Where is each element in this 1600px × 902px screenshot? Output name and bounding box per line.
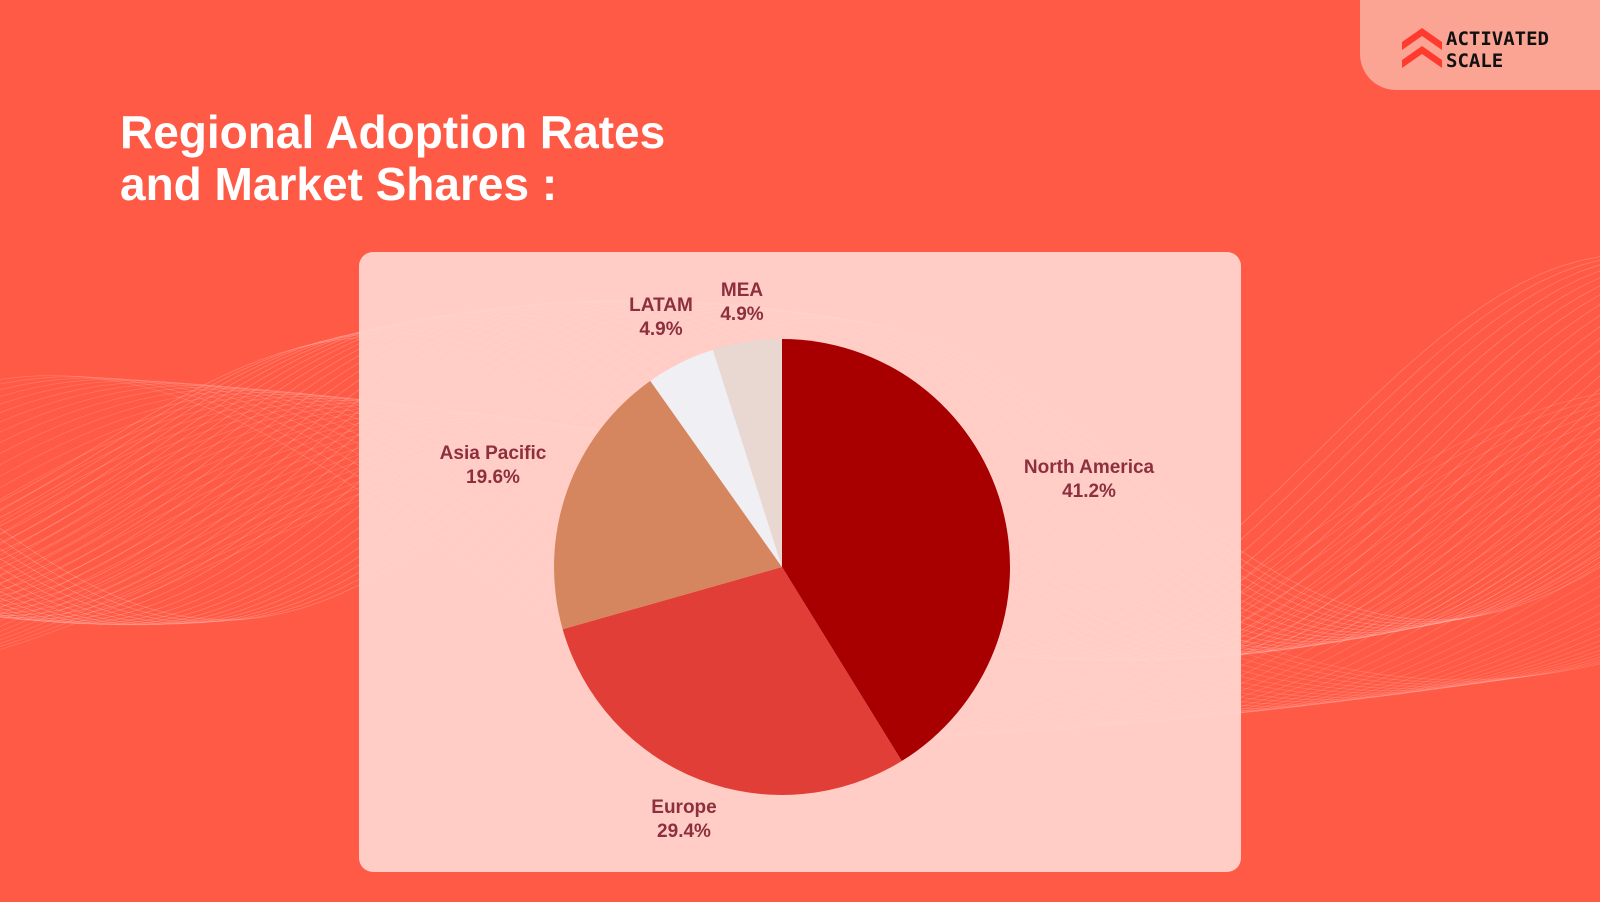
pie-slice-mea	[712, 339, 782, 567]
logo-wordmark: ACTIVATED SCALE	[1446, 28, 1549, 72]
slice-label-name: LATAM	[629, 295, 693, 316]
slice-label-value: 29.4%	[657, 821, 711, 842]
slice-label-name: North America	[1023, 457, 1155, 478]
logo-line-1: ACTIVATED	[1446, 28, 1549, 50]
title-line-1: Regional Adoption Rates	[120, 106, 666, 158]
slice-label-name: MEA	[720, 280, 764, 301]
data-label: Asia Pacific 19.6%	[440, 442, 547, 490]
data-label: MEA 4.9%	[720, 279, 763, 327]
pie-slice-asia-pacific	[554, 380, 782, 630]
slice-label-value: 4.9%	[639, 319, 683, 340]
slice-label-value: 41.2%	[1062, 481, 1116, 502]
page-title: Regional Adoption Rates and Market Share…	[120, 106, 665, 210]
title-line-2: and Market Shares :	[120, 158, 558, 210]
pie-slice-europe	[562, 567, 902, 796]
slice-label-name: Asia Pacific	[439, 443, 547, 464]
logo: ACTIVATED SCALE	[1360, 0, 1600, 90]
chart-card: North America 41.2% Europe 29.4% Asia Pacifi…	[359, 252, 1241, 872]
slice-label-value: 4.9%	[720, 304, 764, 325]
data-label: Europe 29.4%	[651, 796, 716, 844]
pie-slice-north-america	[782, 339, 1011, 762]
slice-label-name: Europe	[651, 797, 717, 818]
activated-scale-chevron-icon	[1402, 28, 1442, 68]
data-label: North America 41.2%	[1024, 456, 1154, 504]
slice-label-value: 19.6%	[466, 467, 520, 488]
pie-slice-latam	[650, 349, 782, 567]
logo-line-2: SCALE	[1446, 50, 1504, 72]
pie-chart	[554, 339, 1011, 796]
data-label: LATAM 4.9%	[629, 294, 693, 342]
